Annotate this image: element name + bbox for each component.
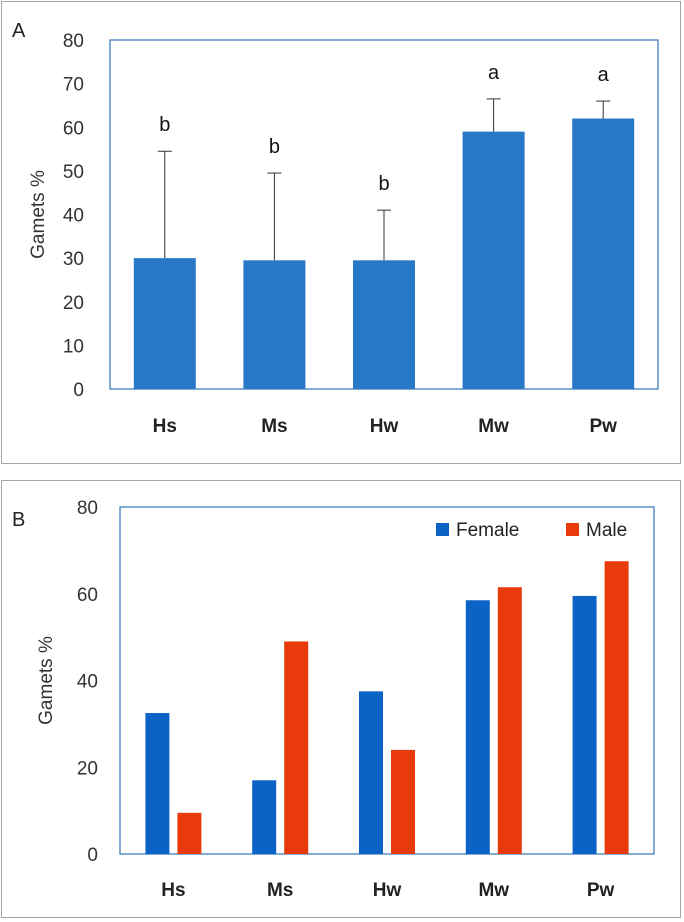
- panel-b-letter: B: [12, 509, 26, 531]
- x-tick-label: Pw: [587, 880, 615, 901]
- x-tick-label: Mw: [478, 416, 509, 437]
- significance-letter: b: [159, 114, 170, 136]
- y-tick-label: 0: [73, 380, 84, 401]
- x-tick-label: Hs: [161, 880, 185, 901]
- y-tick-label: 80: [63, 31, 84, 52]
- y-tick-label: 10: [63, 336, 84, 357]
- bar-male: [604, 561, 629, 854]
- y-tick-label: 40: [77, 672, 98, 693]
- y-tick-label: 20: [77, 758, 98, 779]
- bar-female: [465, 600, 490, 854]
- bar: [133, 258, 196, 389]
- y-axis-label: Gamets %: [36, 636, 57, 725]
- panel-a: A 0 10 20 30 40 50 60 70 80 b Hs b Ms b Hw a Mw a Pw Gamets…: [1, 1, 681, 464]
- bar-female: [359, 691, 383, 854]
- significance-letter: b: [378, 173, 389, 195]
- legend-swatch-female: [436, 523, 449, 536]
- legend-label-male: Male: [586, 520, 627, 541]
- x-tick-label: Ms: [267, 880, 293, 901]
- y-tick-label: 0: [87, 845, 98, 866]
- bar-female: [145, 713, 170, 854]
- bar-female: [572, 595, 597, 854]
- legend-swatch-male: [566, 523, 579, 536]
- bar: [243, 260, 306, 389]
- bar-male: [177, 812, 202, 854]
- bar: [353, 260, 415, 389]
- bar-female: [252, 780, 277, 854]
- y-tick-label: 40: [63, 206, 84, 227]
- x-tick-label: Hw: [373, 880, 402, 901]
- bar: [572, 118, 635, 390]
- x-tick-label: Pw: [589, 416, 617, 437]
- chart-b: 0 20 40 60 80 Hs Ms Hw Mw Pw Gamets % Female Male: [36, 498, 655, 901]
- significance-letter: a: [488, 62, 500, 84]
- y-tick-label: 60: [63, 118, 84, 139]
- significance-letter: a: [598, 64, 610, 86]
- chart-a: 0 10 20 30 40 50 60 70 80 b Hs b Ms b Hw a Mw a Pw Gamets %: [28, 31, 659, 437]
- x-tick-label: Hw: [370, 416, 399, 437]
- y-tick-label: 60: [77, 585, 98, 606]
- x-tick-label: Hs: [153, 416, 177, 437]
- panel-b: B 0 20 40 60 80 Hs Ms Hw Mw Pw Gamets % Female Male: [1, 480, 681, 918]
- bar: [462, 131, 525, 390]
- plot-frame: [119, 506, 655, 855]
- bar-male: [284, 641, 309, 854]
- y-axis-label: Gamets %: [28, 170, 49, 259]
- legend-label-female: Female: [456, 520, 519, 541]
- significance-letter: b: [269, 136, 280, 158]
- y-tick-label: 80: [77, 498, 98, 519]
- panel-a-letter: A: [12, 20, 26, 42]
- x-tick-label: Mw: [478, 880, 509, 901]
- y-tick-label: 30: [63, 249, 84, 270]
- y-tick-label: 50: [63, 162, 84, 183]
- y-tick-label: 20: [63, 293, 84, 314]
- bar-male: [391, 749, 415, 854]
- y-tick-label: 70: [63, 75, 84, 96]
- bar-male: [497, 587, 522, 854]
- x-tick-label: Ms: [261, 416, 287, 437]
